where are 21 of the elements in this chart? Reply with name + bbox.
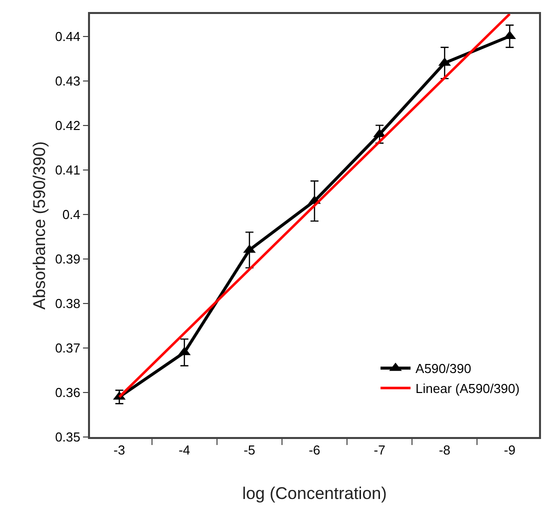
y-tick-label: 0.35 [55, 430, 80, 445]
legend-label: Linear (A590/390) [416, 381, 520, 396]
y-tick-label: 0.37 [55, 340, 80, 356]
legend-label: A590/390 [416, 361, 472, 376]
y-tick-label: 0.39 [55, 251, 80, 266]
y-tick-label: 0.38 [55, 296, 80, 311]
x-tick-label: -3 [114, 442, 126, 458]
x-tick-label: -8 [438, 442, 450, 458]
x-tick-label: -4 [178, 442, 190, 458]
y-tick-label: 0.36 [55, 385, 80, 400]
y-tick-label: 0.41 [55, 162, 80, 178]
x-tick-label: -7 [374, 442, 386, 458]
y-tick-label: 0.4 [62, 206, 80, 222]
y-tick-label: 0.42 [55, 118, 80, 133]
y-tick-label: 0.43 [55, 73, 80, 88]
x-tick-label: -6 [308, 442, 320, 458]
y-tick-label: 0.44 [55, 28, 80, 44]
x-tick-label: -5 [244, 442, 256, 458]
x-tick-label: -9 [504, 442, 516, 458]
x-axis-title: log (Concentration) [242, 484, 387, 503]
y-axis-title: Absorbance (590/390) [30, 141, 49, 310]
